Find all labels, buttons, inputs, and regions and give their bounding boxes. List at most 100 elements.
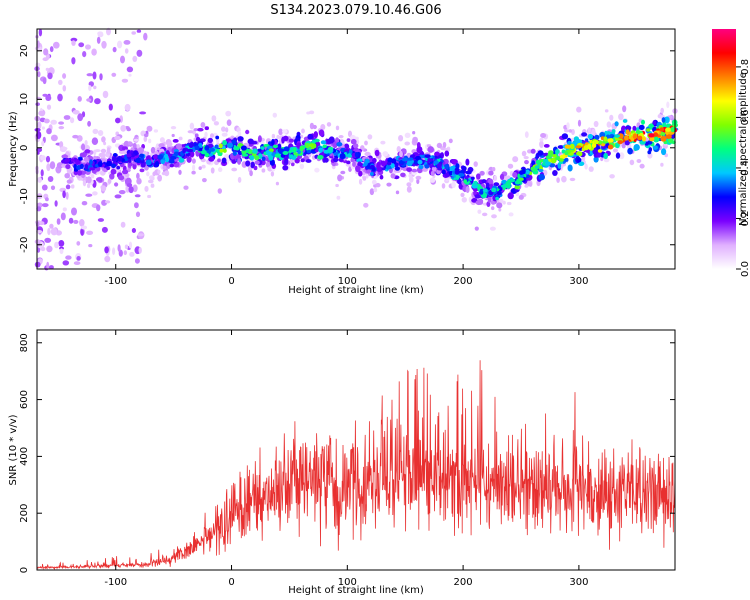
band-blob [118, 150, 126, 155]
band-blob [543, 144, 550, 148]
ridge-blob [268, 148, 274, 152]
ridge-blob [127, 158, 132, 163]
ridge-blob [514, 185, 521, 190]
noise-blob [40, 246, 46, 252]
ridge-blob [170, 156, 177, 160]
halo-blob [90, 174, 95, 179]
y-tick-label: 600 [19, 390, 30, 409]
halo-blob [192, 164, 196, 171]
y-tick-label: -20 [19, 237, 30, 253]
noise-blob [46, 104, 52, 110]
noise-blob [126, 127, 131, 132]
noise-blob [118, 190, 126, 195]
y-tick-label: 0 [19, 567, 30, 573]
halo-blob [358, 178, 363, 185]
halo-blob [267, 166, 273, 172]
ridge-blob [356, 158, 363, 163]
noise-blob [81, 201, 88, 206]
ridge-blob [597, 149, 603, 153]
halo-blob [609, 174, 615, 179]
ridge-blob [376, 161, 381, 168]
y-tick-label: -10 [19, 188, 30, 204]
band-blob [254, 160, 260, 165]
noise-blob [46, 128, 52, 135]
band-blob [207, 137, 213, 143]
halo-blob [314, 167, 320, 173]
halo-blob [150, 183, 155, 188]
ridge-blob [306, 149, 311, 154]
noise-blob [117, 40, 123, 49]
noise-blob [40, 169, 44, 177]
band-blob [465, 186, 470, 193]
halo-blob [508, 212, 514, 217]
halo-blob [412, 131, 416, 135]
ridge-blob [552, 154, 557, 158]
noise-blob [87, 120, 91, 127]
halo-blob [556, 177, 560, 183]
band-blob [575, 139, 583, 144]
halo-blob [218, 167, 223, 173]
halo-blob [84, 140, 88, 146]
noise-blob [86, 98, 92, 102]
halo-blob [636, 159, 642, 163]
noise-blob [54, 200, 58, 207]
halo-blob [189, 122, 195, 130]
ridge-blob [365, 159, 370, 164]
band-blob [599, 131, 606, 138]
halo-blob [193, 128, 199, 132]
ridge-blob [173, 149, 179, 153]
x-tick-label: 200 [454, 577, 473, 588]
noise-blob [132, 184, 138, 193]
halo-blob [606, 121, 612, 128]
ridge-blob [116, 165, 121, 170]
noise-blob [114, 182, 119, 187]
noise-blob [86, 73, 94, 77]
band-blob [313, 131, 318, 139]
noise-blob [82, 51, 87, 58]
band-blob [434, 151, 440, 157]
band-blob [376, 166, 383, 172]
halo-blob [491, 167, 496, 172]
halo-blob [524, 184, 529, 188]
halo-blob [299, 163, 305, 170]
halo-blob [265, 161, 271, 168]
halo-blob [64, 173, 70, 179]
halo-blob [260, 141, 265, 145]
halo-blob [491, 206, 495, 211]
noise-blob [34, 261, 41, 268]
band-blob [552, 170, 558, 176]
halo-blob [237, 130, 242, 138]
noise-blob [101, 40, 107, 49]
noise-blob [58, 79, 63, 85]
noise-blob [106, 27, 111, 36]
noise-blob [92, 71, 97, 80]
halo-blob [178, 136, 183, 141]
noise-blob [131, 228, 136, 233]
noise-blob [87, 183, 91, 189]
halo-blob [412, 136, 418, 144]
halo-blob [613, 148, 618, 153]
y-tick-label: 10 [19, 93, 30, 106]
ridge-blob [436, 163, 442, 169]
ridge-blob [182, 148, 186, 154]
ridge-blob [240, 145, 247, 151]
ridge-blob [564, 151, 569, 156]
band-blob [300, 158, 305, 163]
noise-blob [73, 219, 79, 224]
halo-blob [213, 121, 219, 126]
halo-blob [386, 182, 392, 187]
ridge-blob [575, 145, 582, 149]
halo-blob [409, 176, 414, 183]
band-blob [641, 119, 645, 125]
halo-blob [275, 181, 279, 186]
snr-y-label: SNR (10 * v/v) [8, 414, 19, 485]
ridge-blob [386, 161, 392, 166]
band-blob [661, 117, 666, 123]
band-blob [237, 158, 242, 165]
noise-blob [91, 137, 99, 145]
band-blob [137, 147, 145, 155]
noise-blob [45, 155, 51, 163]
noise-blob [102, 90, 109, 99]
ridge-blob [496, 191, 501, 196]
ridge-blob [401, 157, 408, 162]
